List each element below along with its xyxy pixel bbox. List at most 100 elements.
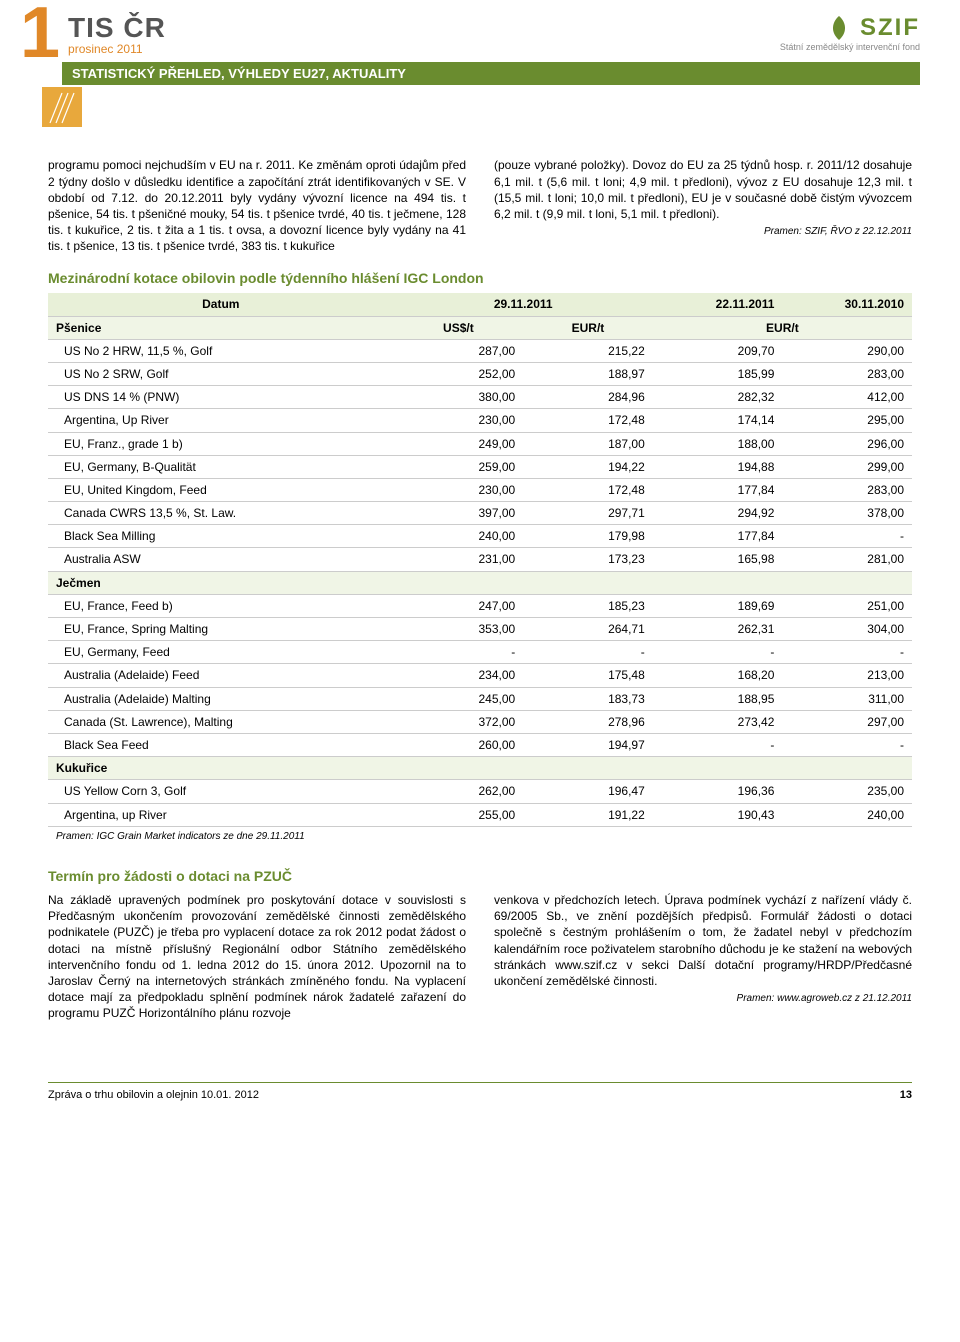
section2-right: venkova v předchozích letech. Úprava pod… (494, 892, 912, 1022)
table-row: Argentina, up River255,00191,22190,43240… (48, 803, 912, 826)
intro-right-text: (pouze vybrané položky). Dovoz do EU za … (494, 158, 912, 221)
issue-number: 1 (20, 8, 60, 58)
section-label: Kukuřice (48, 757, 394, 780)
col-date1: 29.11.2011 (394, 293, 653, 316)
row-value: 194,22 (523, 455, 653, 478)
table-row: Australia (Adelaide) Feed234,00175,48168… (48, 664, 912, 687)
table-row: Australia ASW231,00173,23165,98281,00 (48, 548, 912, 571)
row-label: Argentina, Up River (48, 409, 394, 432)
col-date3: 30.11.2010 (782, 293, 912, 316)
row-value: 287,00 (394, 339, 524, 362)
table-row: Canada CWRS 13,5 %, St. Law.397,00297,71… (48, 502, 912, 525)
row-value: 194,88 (653, 455, 783, 478)
row-value: 397,00 (394, 502, 524, 525)
tis-block: TIS ČR prosinec 2011 (68, 12, 166, 56)
szif-leaf-icon (822, 14, 856, 42)
row-value: 284,96 (523, 386, 653, 409)
row-value: 278,96 (523, 710, 653, 733)
row-value: 281,00 (782, 548, 912, 571)
row-label: EU, France, Feed b) (48, 594, 394, 617)
row-value: - (782, 641, 912, 664)
row-value: 283,00 (782, 478, 912, 501)
row-label: Argentina, up River (48, 803, 394, 826)
section2-columns: Na základě upravených podmínek pro posky… (48, 892, 912, 1022)
page-footer: Zpráva o trhu obilovin a olejnin 10.01. … (48, 1082, 912, 1107)
row-value: 191,22 (523, 803, 653, 826)
row-label: US Yellow Corn 3, Golf (48, 780, 394, 803)
row-value: 189,69 (653, 594, 783, 617)
row-value: 372,00 (394, 710, 524, 733)
row-label: Australia ASW (48, 548, 394, 571)
row-value: 240,00 (782, 803, 912, 826)
section-bar: STATISTICKÝ PŘEHLED, VÝHLEDY EU27, AKTUA… (62, 62, 920, 85)
row-value: 380,00 (394, 386, 524, 409)
row-value: 172,48 (523, 478, 653, 501)
table-row: US No 2 HRW, 11,5 %, Golf287,00215,22209… (48, 339, 912, 362)
unit-eur1: EUR/t (523, 316, 653, 339)
table-row: EU, France, Feed b)247,00185,23189,69251… (48, 594, 912, 617)
row-value: 262,31 (653, 618, 783, 641)
row-value: 188,95 (653, 687, 783, 710)
row-value: 255,00 (394, 803, 524, 826)
page-header: 1 TIS ČR prosinec 2011 SZIF Státní zeměd… (0, 0, 960, 58)
row-value: 249,00 (394, 432, 524, 455)
row-value: 247,00 (394, 594, 524, 617)
row-label: Canada (St. Lawrence), Malting (48, 710, 394, 733)
table-row: EU, Germany, B-Qualität259,00194,22194,8… (48, 455, 912, 478)
wheat-icon (42, 87, 82, 127)
row-value: 196,47 (523, 780, 653, 803)
row-value: 177,84 (653, 525, 783, 548)
row-value: 177,84 (653, 478, 783, 501)
row-value: 311,00 (782, 687, 912, 710)
table-section-row: Kukuřice (48, 757, 912, 780)
row-value: - (523, 641, 653, 664)
tis-date: prosinec 2011 (68, 42, 166, 56)
row-value: 215,22 (523, 339, 653, 362)
section2-title: Termín pro žádosti o dotaci na PZUČ (48, 867, 912, 886)
row-value: 262,00 (394, 780, 524, 803)
section2-right-text: venkova v předchozích letech. Úprava pod… (494, 893, 912, 988)
row-value: 260,00 (394, 733, 524, 756)
row-value: 175,48 (523, 664, 653, 687)
row-value: 168,20 (653, 664, 783, 687)
row-value: 296,00 (782, 432, 912, 455)
section2-left: Na základě upravených podmínek pro posky… (48, 892, 466, 1022)
row-value: - (653, 733, 783, 756)
row-label: EU, France, Spring Malting (48, 618, 394, 641)
table-row: EU, Germany, Feed---- (48, 641, 912, 664)
table-row: Black Sea Milling240,00179,98177,84- (48, 525, 912, 548)
table-row: EU, United Kingdom, Feed230,00172,48177,… (48, 478, 912, 501)
intro-source: Pramen: SZIF, ŘVO z 22.12.2011 (494, 225, 912, 239)
row-value: - (653, 641, 783, 664)
page-content: programu pomoci nejchudším v EU na r. 20… (0, 127, 960, 1041)
table-row: Australia (Adelaide) Malting245,00183,73… (48, 687, 912, 710)
row-value: 196,36 (653, 780, 783, 803)
table-row: EU, France, Spring Malting353,00264,7126… (48, 618, 912, 641)
section-psenice: Pšenice (48, 316, 394, 339)
row-label: Australia (Adelaide) Feed (48, 664, 394, 687)
unit-eur2: EUR/t (653, 316, 912, 339)
tis-title: TIS ČR (68, 12, 166, 44)
table-header-row: Datum 29.11.2011 22.11.2011 30.11.2010 (48, 293, 912, 316)
table-source: Pramen: IGC Grain Market indicators ze d… (48, 830, 912, 844)
szif-label: SZIF (860, 14, 920, 41)
row-value: 179,98 (523, 525, 653, 548)
row-label: US DNS 14 % (PNW) (48, 386, 394, 409)
row-label: Australia (Adelaide) Malting (48, 687, 394, 710)
price-table: Datum 29.11.2011 22.11.2011 30.11.2010 P… (48, 293, 912, 826)
row-value: 304,00 (782, 618, 912, 641)
row-value: 297,00 (782, 710, 912, 733)
row-value: 273,42 (653, 710, 783, 733)
table-row: Canada (St. Lawrence), Malting372,00278,… (48, 710, 912, 733)
unit-usd: US$/t (394, 316, 524, 339)
row-value: 299,00 (782, 455, 912, 478)
row-label: EU, Franz., grade 1 b) (48, 432, 394, 455)
intro-right: (pouze vybrané položky). Dovoz do EU za … (494, 157, 912, 254)
section-label: Ječmen (48, 571, 394, 594)
row-label: EU, Germany, Feed (48, 641, 394, 664)
row-value: 183,73 (523, 687, 653, 710)
table-row: Argentina, Up River230,00172,48174,14295… (48, 409, 912, 432)
table-subheader: Pšenice US$/t EUR/t EUR/t (48, 316, 912, 339)
row-value: 209,70 (653, 339, 783, 362)
row-value: 283,00 (782, 362, 912, 385)
